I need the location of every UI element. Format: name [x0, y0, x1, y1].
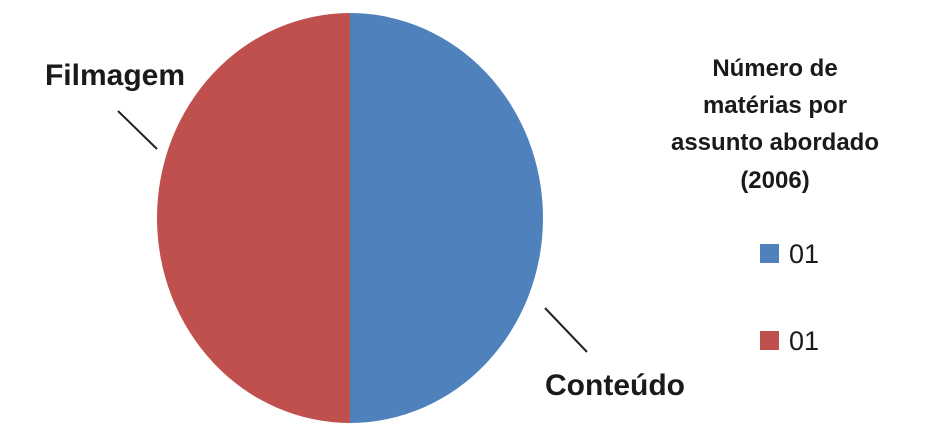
- legend-swatch-filmagem: [760, 331, 779, 350]
- legend-value-filmagem: 01: [789, 326, 819, 356]
- legend-title-line-1: Número de: [712, 55, 837, 82]
- legend-title-line-2: matérias por: [703, 92, 847, 119]
- legend-title-line-4: (2006): [740, 167, 809, 194]
- slice-label-filmagem: Filmagem: [45, 59, 185, 92]
- pie-slices: [157, 13, 543, 423]
- leader-lines: [117, 110, 588, 353]
- pie-slice-filmagem: [157, 13, 350, 423]
- legend-value-conteudo: 01: [789, 239, 819, 269]
- slice-label-conteudo: Conteúdo: [545, 369, 685, 402]
- leader-line-filmagem: [117, 110, 158, 150]
- pie-slice-conteudo: [350, 13, 543, 423]
- legend-title-line-3: assunto abordado: [671, 129, 879, 156]
- legend: Número de matérias por assunto abordado …: [671, 55, 879, 356]
- legend-swatch-conteudo: [760, 244, 779, 263]
- leader-line-conteudo: [544, 307, 588, 353]
